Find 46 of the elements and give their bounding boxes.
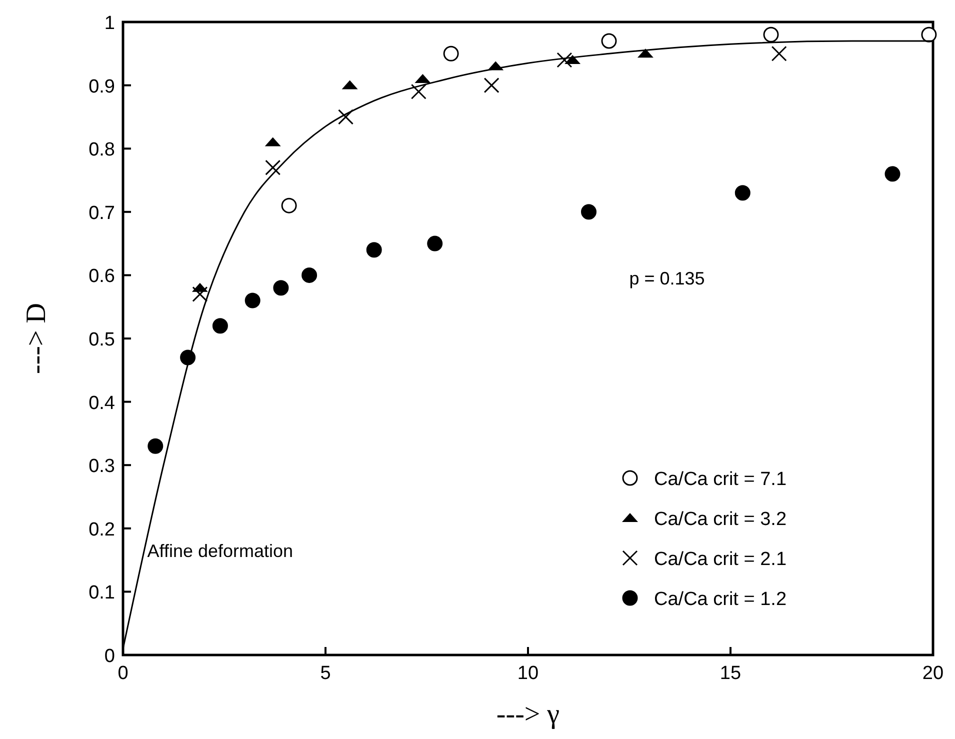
- y-tick-label: 0.7: [88, 202, 115, 224]
- point: [148, 438, 164, 454]
- annotation: Affine deformation: [147, 540, 294, 561]
- point: [302, 267, 318, 283]
- point: [771, 46, 787, 62]
- x-tick-label: 5: [320, 663, 331, 684]
- point: [192, 286, 208, 302]
- point: [601, 33, 617, 49]
- y-tick-label: 0.6: [88, 266, 115, 288]
- point: [244, 292, 260, 308]
- x-axis-title: ---> γ: [496, 699, 560, 730]
- legend-label: Ca/Ca crit = 3.2: [654, 509, 787, 530]
- x-tick-label: 15: [720, 663, 742, 684]
- x-tick-label: 20: [922, 663, 944, 684]
- point: [338, 109, 354, 125]
- point: [734, 185, 750, 201]
- x-tick-label: 10: [517, 663, 539, 684]
- x-tick-label: 0: [118, 663, 128, 684]
- point: [884, 166, 900, 182]
- point: [366, 242, 382, 258]
- point: [281, 198, 297, 214]
- y-tick-label: 0.4: [88, 392, 116, 414]
- legend-label: Ca/Ca crit = 2.1: [654, 549, 787, 570]
- legend-label: Ca/Ca crit = 7.1: [654, 469, 787, 490]
- point: [763, 26, 779, 42]
- y-axis-title: ---> D: [21, 303, 52, 374]
- point: [427, 236, 443, 252]
- y-tick-label: 1: [104, 13, 115, 34]
- annotation: p = 0.135: [629, 268, 705, 289]
- point: [556, 52, 572, 68]
- point: [921, 26, 937, 42]
- point: [443, 46, 459, 62]
- point: [265, 160, 281, 176]
- point: [410, 84, 426, 100]
- y-tick-label: 0.5: [88, 330, 115, 350]
- y-tick-label: 0.3: [88, 456, 115, 478]
- y-tick-label: 0: [104, 646, 115, 667]
- point: [484, 78, 500, 94]
- y-tick-label: 0.9: [88, 76, 115, 98]
- y-tick-label: 0.1: [88, 582, 115, 604]
- y-tick-label: 0.2: [88, 519, 115, 540]
- y-tick-label: 0.8: [88, 140, 115, 161]
- legend-label: Ca/Ca crit = 1.2: [654, 589, 787, 610]
- point: [212, 318, 228, 334]
- point: [581, 204, 596, 220]
- point: [273, 280, 289, 296]
